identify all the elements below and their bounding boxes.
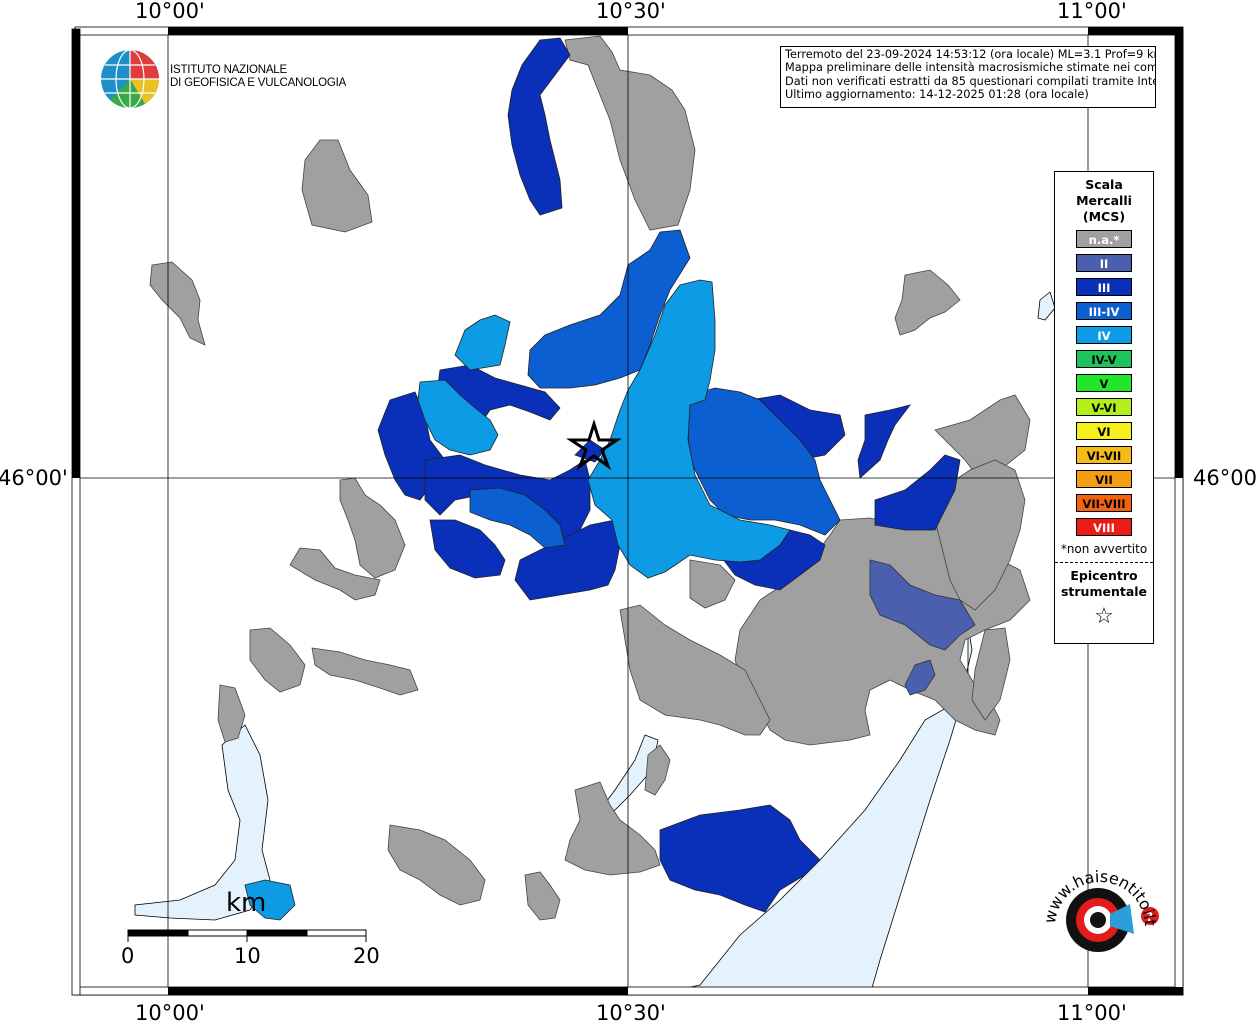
top-label-10-30: 10°30' [596, 0, 666, 23]
legend-swatch-viii: VIII [1076, 518, 1132, 536]
legend-epicenter-text: Epicentro strumentale [1060, 568, 1148, 599]
bottom-label-10-00: 10°00' [135, 1001, 205, 1025]
svg-text:?: ? [1146, 910, 1153, 924]
legend-swatch-v-vi: V-VI [1076, 398, 1132, 416]
right-label-46-00: 46°00' [1193, 466, 1257, 490]
legend-swatch-vii: VII [1076, 470, 1132, 488]
info-line-3: Dati non verificati estratti da 85 quest… [785, 74, 1156, 88]
scale-bar [127, 929, 367, 942]
lake-ledro [599, 734, 659, 816]
legend-swatch-iv: IV [1076, 326, 1132, 344]
legend-epicenter-label: Epicentro strumentale [1055, 568, 1153, 600]
info-line-1: Terremoto del 23-09-2024 14:53:12 (ora l… [785, 48, 1156, 61]
legend-title: Scala Mercalli (MCS) [1055, 177, 1153, 225]
legend-swatches: n.a.* II III III-IV IV IV-V V V-VI VI VI-VII VII VI… [1055, 230, 1153, 536]
info-line-4: Ultimo aggiornamento: 14-12-2025 01:28 (… [785, 87, 1089, 101]
legend-separator [1055, 562, 1153, 563]
bottom-label-10-30: 10°30' [596, 1001, 666, 1025]
legend-swatch-iv-v: IV-V [1076, 350, 1132, 368]
mcs-legend: Scala Mercalli (MCS) n.a.* II III III-IV IV I… [1054, 171, 1154, 644]
lake-small-ne [1037, 291, 1056, 321]
haisentito-logo-icon: ? www.haisentitoilterremoto.it [1030, 852, 1160, 952]
scale-tick-10: 10 [234, 944, 261, 968]
lake-idro-iseo [134, 724, 271, 921]
legend-swatch-iii-iv: III-IV [1076, 302, 1132, 320]
legend-swatch-n-a: n.a.* [1076, 230, 1132, 248]
legend-swatch-v: V [1076, 374, 1132, 392]
ingv-logo-text: ISTITUTO NAZIONALE DI GEOFISICA E VULCAN… [170, 64, 346, 90]
scale-tick-20: 20 [353, 944, 380, 968]
institute-line-2: DI GEOFISICA E VULCANOLOGIA [170, 77, 347, 89]
top-label-11-00: 11°00' [1057, 0, 1127, 23]
legend-note: *non avvertito [1060, 542, 1148, 556]
legend-title-text: Scala Mercalli (MCS) [1076, 177, 1132, 224]
lake-garda [654, 625, 973, 996]
bottom-label-11-00: 11°00' [1057, 1001, 1127, 1025]
scale-unit-label: km [226, 888, 267, 918]
earthquake-info-box: Terremoto del 23-09-2024 14:53:12 (ora l… [780, 46, 1156, 108]
legend-swatch-vi-vii: VI-VII [1076, 446, 1132, 464]
left-label-46-00: 46°00' [0, 466, 68, 490]
legend-swatch-vii-viii: VII-VIII [1076, 494, 1132, 512]
info-line-2: Mappa preliminare delle intensità macros… [785, 61, 1156, 75]
legend-swatch-iii: III [1076, 278, 1132, 296]
ingv-logo-icon [101, 49, 160, 109]
top-label-10-00: 10°00' [135, 0, 205, 23]
institute-line-1: ISTITUTO NAZIONALE [170, 64, 287, 76]
legend-epicenter-star-icon: ☆ [1094, 604, 1114, 629]
legend-swatch-ii: II [1076, 254, 1132, 272]
scale-tick-0: 0 [121, 944, 135, 968]
legend-swatch-vi: VI [1076, 422, 1132, 440]
epicenter-star-icon [566, 418, 622, 471]
